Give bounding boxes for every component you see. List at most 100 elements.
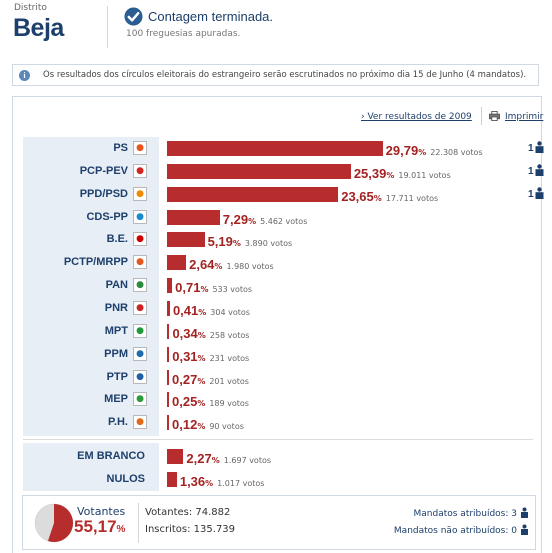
turnout-pie-chart (34, 503, 74, 543)
party-bar (167, 141, 383, 156)
info-text: Os resultados dos círculos eleitorais do… (43, 70, 527, 80)
print-link[interactable]: Imprimir (505, 112, 544, 122)
mep-logo-icon: ● (133, 392, 147, 407)
party-value: 0,27% 201 votos (172, 369, 249, 388)
party-row: CDS-PP ● 7,29% 5.462 votos (0, 207, 552, 230)
party-bar (167, 300, 170, 316)
be-logo-icon: ● (133, 232, 147, 247)
other-votes-name: NULOS (106, 473, 146, 485)
percent-sign: % (197, 330, 206, 340)
mandates-unassigned: Mandatos não atribuídos: 0 (394, 524, 530, 536)
party-percent: 2,64 (189, 257, 215, 273)
party-value: 29,79% 22.308 votos (386, 140, 483, 159)
party-votes: 189 votos (209, 399, 249, 409)
party-votes: 201 votos (209, 376, 249, 386)
party-value: 25,39% 19.011 votos (354, 163, 451, 182)
party-bar (167, 232, 205, 248)
turnout-percent: 55,17% (74, 517, 125, 537)
check-circle-icon (124, 7, 143, 26)
seat-icon (535, 164, 544, 176)
party-row: PNR ● 0,41% 304 votos (0, 298, 552, 321)
turnout-percent-sign: % (116, 524, 126, 535)
party-percent: 0,12 (172, 417, 198, 433)
party-mandates-count: 1 (528, 188, 534, 200)
party-value: 23,65% 17.711 votos (341, 186, 438, 205)
percent-sign: % (205, 479, 214, 488)
party-mandates: 1 (528, 141, 545, 154)
percent-sign: % (232, 239, 241, 249)
other-votes-count: 1.697 votos (223, 456, 272, 465)
mandates-assigned: Mandatos atribuídos: 3 (414, 507, 531, 519)
party-bar (167, 415, 169, 431)
percent-sign: % (197, 353, 206, 363)
other-votes-value: 1,36% 1.017 votos (180, 471, 265, 490)
party-name: PPM (104, 347, 128, 360)
party-value: 0,41% 304 votos (173, 300, 250, 319)
seat-icon (521, 507, 528, 518)
party-row: PCTP/MRPP ● 2,64% 1.980 votos (0, 252, 552, 275)
district-label: Distrito (14, 3, 47, 13)
other-votes-column (23, 443, 159, 491)
party-votes: 304 votos (210, 307, 250, 317)
mandates-unassigned-text: Mandatos não atribuídos: 0 (393, 526, 517, 536)
party-votes: 19.011 votos (398, 170, 451, 180)
party-percent: 0,34 (172, 325, 198, 341)
party-percent: 0,41 (172, 302, 199, 318)
percent-sign: % (197, 399, 206, 409)
party-bar (167, 209, 220, 225)
party-row: B.E. ● 5,19% 3.890 votos (0, 229, 552, 252)
party-percent: 29,79 (385, 143, 419, 158)
party-mandates-count: 1 (528, 165, 534, 177)
mandates-assigned-text: Mandatos atribuídos: 3 (413, 509, 518, 519)
other-votes-percent: 1,36 (179, 474, 206, 489)
header-divider (107, 6, 108, 48)
pnr-logo-icon: ● (133, 300, 147, 315)
party-name: PS (113, 142, 128, 154)
percent-sign: % (197, 422, 206, 432)
party-percent: 0,71 (175, 280, 201, 296)
party-percent: 5,19 (207, 234, 233, 250)
party-value: 2,64% 1.980 votos (189, 254, 274, 273)
party-name: PAN (105, 279, 128, 292)
results-2009-link[interactable]: › Ver resultados de 2009 (361, 112, 472, 122)
party-row: P.H. ● 0,12% 90 votos (0, 412, 552, 435)
party-bar (167, 163, 351, 179)
party-row: MEP ● 0,25% 189 votos (0, 389, 552, 412)
percent-sign: % (386, 170, 395, 180)
other-votes-row: NULOS 1,36% 1.017 votos (0, 469, 552, 492)
party-bar (167, 255, 187, 271)
turnout-footer (22, 495, 536, 550)
percent-sign: % (214, 262, 223, 272)
registered-count: Inscritos: 135.739 (145, 524, 236, 535)
party-votes: 22.308 votos (430, 148, 483, 157)
party-row: PPM ● 0,31% 231 votos (0, 344, 552, 367)
party-row: PPD/PSD ● 23,65% 17.711 votos 1 (0, 184, 552, 207)
other-votes-value: 2,27% 1.697 votos (186, 448, 271, 467)
party-percent: 0,27 (172, 371, 198, 387)
party-bar (167, 346, 170, 362)
other-votes-name: EM BRANCO (77, 450, 145, 462)
party-bar (167, 392, 169, 408)
turnout-label: Votantes (77, 505, 126, 518)
party-votes: 231 votos (209, 353, 250, 363)
other-votes-bar (167, 472, 177, 487)
party-percent: 7,29 (222, 211, 249, 227)
info-icon: i (19, 70, 30, 81)
party-name: PPD/PSD (79, 187, 128, 200)
percent-sign: % (211, 456, 220, 465)
party-votes: 17.711 votos (385, 193, 439, 203)
ppm-logo-icon: ● (133, 346, 147, 361)
percent-sign: % (200, 285, 209, 295)
results-panel (12, 96, 542, 553)
seat-icon (535, 186, 544, 199)
status-title: Contagem terminada. (148, 9, 274, 24)
ps-logo-icon: ● (133, 141, 147, 155)
status-subtitle: 100 freguesias apuradas. (126, 29, 241, 39)
party-value: 0,12% 90 votos (172, 414, 244, 433)
party-row: PS ● 29,79% 22.308 votos 1 (0, 138, 552, 161)
printer-icon[interactable] (489, 111, 500, 121)
seat-icon (521, 524, 528, 535)
party-bar (167, 278, 173, 294)
party-mandates-count: 1 (528, 143, 534, 154)
party-percent: 23,65 (341, 188, 374, 204)
